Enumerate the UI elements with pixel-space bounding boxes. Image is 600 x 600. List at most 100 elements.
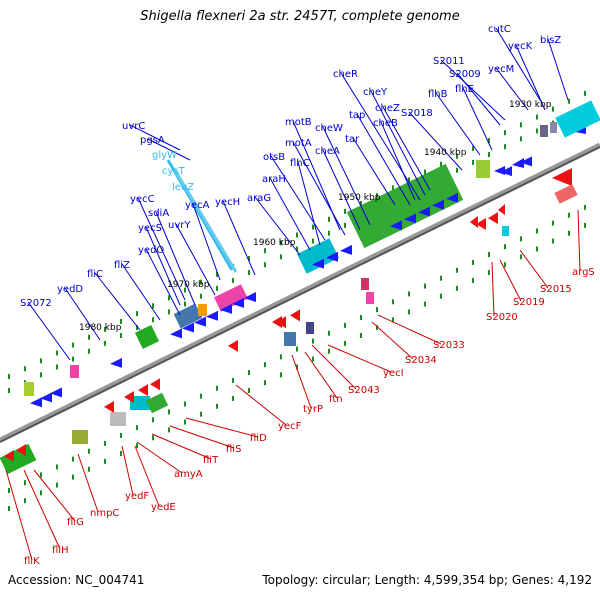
reverse-gene-arrow — [104, 400, 114, 413]
tick-mark — [360, 315, 362, 320]
gene-label-yecM: yecM — [488, 64, 514, 75]
leader-line-cheY — [370, 90, 426, 196]
tick-mark — [40, 358, 42, 364]
leader-line-cheZ — [382, 106, 431, 191]
tick-mark — [472, 159, 474, 165]
forward-arrow-track — [30, 156, 532, 408]
tick-mark — [504, 244, 506, 250]
leader-line-fliH — [23, 469, 61, 550]
gene-label-ftn: ftn — [329, 394, 343, 405]
tick-mark — [504, 130, 506, 136]
feature-yedE — [72, 430, 88, 444]
feature-S2033 — [502, 226, 509, 236]
gene-label-cutC: cutC — [488, 24, 511, 35]
gene-label-flhE: flhE — [455, 84, 474, 95]
leader-line-fliK — [5, 469, 33, 561]
leader-line-tyrP — [291, 354, 312, 409]
gene-label-yedF: yedF — [125, 491, 149, 502]
forward-gene-arrow — [40, 392, 52, 403]
gene-label-araG: araG — [247, 193, 271, 204]
tick-mark — [8, 488, 10, 494]
feature-yecA — [173, 303, 203, 329]
leader-line-fliZ — [121, 263, 161, 321]
tick-mark — [408, 291, 410, 297]
tick-mark — [392, 185, 394, 191]
leader-line-tar — [352, 137, 396, 206]
tick-mark — [136, 425, 138, 431]
tick-mark — [360, 201, 362, 206]
feature-S2019 — [498, 204, 505, 215]
gene-label-cheR: cheR — [333, 69, 358, 80]
tick-mark — [504, 144, 506, 150]
reverse-gene-arrow — [290, 309, 300, 322]
forward-gene-arrow — [520, 156, 532, 167]
gene-label-cysT: cysT — [162, 166, 186, 177]
gene-label-fliH: fliH — [52, 545, 69, 556]
feature-uvrC — [214, 284, 248, 312]
gene-label-flhC: flhC — [290, 158, 310, 169]
tick-mark — [56, 350, 58, 356]
tick-mark — [312, 338, 314, 344]
gene-label-tap: tap — [349, 110, 365, 121]
scale-label: 1940 kbp — [424, 148, 467, 158]
leader-line-yecS — [145, 226, 181, 306]
leader-line-amyA — [136, 441, 183, 474]
tick-mark — [168, 309, 170, 315]
tick-mark — [472, 145, 474, 151]
leader-line-yecI — [327, 344, 392, 373]
leader-line-S2009 — [456, 72, 501, 126]
genome-backbone — [0, 142, 600, 443]
feature-bisZ — [555, 100, 600, 138]
leader-line-cheR — [340, 72, 421, 201]
tick-mark — [440, 275, 442, 281]
tick-mark — [216, 285, 218, 291]
feature-fliD — [145, 392, 169, 414]
tick-mark — [280, 354, 282, 360]
tick-mark — [552, 106, 554, 112]
leader-line-fliS — [169, 425, 235, 449]
forward-gene-arrow — [404, 213, 416, 224]
leader-line-yedF — [121, 445, 134, 496]
tick-mark — [88, 348, 90, 354]
gene-label-yecF: yecF — [278, 421, 302, 432]
gene-label-pgsA: pgsA — [140, 135, 165, 146]
gene-label-flhB: flhB — [428, 89, 448, 100]
tick-mark — [408, 177, 410, 183]
gene-label-araH: araH — [262, 174, 286, 185]
gene-label-S2072: S2072 — [20, 298, 52, 309]
tick-mark — [488, 138, 490, 144]
leader-line-argS — [577, 209, 581, 272]
leader-line-bisZ — [547, 38, 569, 101]
gene-label-S2018: S2018 — [401, 108, 433, 119]
scale-label: 1930 kbp — [509, 100, 552, 110]
leader-line-yecM — [495, 67, 529, 111]
reverse-gene-arrow — [16, 444, 26, 457]
tick-mark — [40, 472, 42, 478]
tick-mark — [536, 228, 538, 234]
feature-S2020 — [470, 216, 478, 228]
leader-line-yedE — [134, 445, 160, 507]
leader-line-nmpC — [77, 453, 99, 513]
tick-mark — [248, 370, 250, 376]
leader-line-S2019 — [499, 259, 522, 302]
forward-gene-arrow — [500, 166, 512, 177]
reverse-gene-arrow — [276, 316, 286, 329]
feature-flhB — [512, 158, 524, 168]
leader-line-flhE — [462, 87, 493, 151]
gene-label-motB: motB — [285, 117, 312, 128]
feature-S2072 — [24, 382, 34, 396]
tick-mark — [56, 464, 58, 470]
tick-mark — [520, 122, 522, 128]
leader-line-araH — [269, 177, 311, 251]
forward-gene-arrow — [418, 206, 430, 217]
leader-line-yedD — [64, 287, 101, 341]
tick-mark — [232, 395, 234, 401]
gene-label-yecA: yecA — [185, 200, 210, 211]
tick-mark — [584, 204, 586, 210]
tick-mark — [280, 240, 282, 246]
leader-line-sdiA — [155, 211, 196, 306]
forward-gene-arrow — [50, 387, 62, 398]
tick-mark — [488, 152, 490, 158]
tick-mark — [152, 417, 154, 423]
